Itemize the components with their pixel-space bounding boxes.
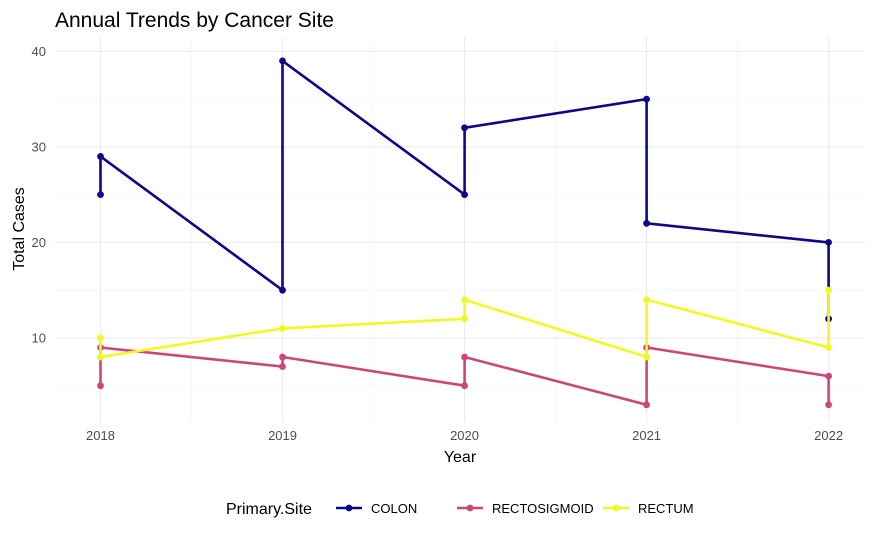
x-tick-label: 2019 [268,428,297,443]
data-point-rectum [643,296,650,304]
data-point-colon [643,95,650,103]
tick-labels: 2018 2019 2020 2021 2022 10 20 30 40 [32,44,844,443]
data-point-rectosigmoid [461,353,468,361]
data-point-colon [461,124,468,132]
x-tick-label: 2022 [814,428,843,443]
data-point-rectum [825,344,832,351]
x-axis-title: Year [444,449,477,466]
data-point-rectosigmoid [825,401,832,409]
x-tick-label: 2018 [86,428,115,443]
data-point-rectum [825,286,832,294]
data-point-rectosigmoid [279,363,286,370]
legend-key-point-rectum [612,504,620,512]
legend-label-rectum: RECTUM [638,501,694,516]
series-line-rectosigmoid [99,346,830,407]
data-point-colon [643,219,650,227]
x-tick-label: 2020 [450,428,479,443]
series-layer [97,57,832,409]
series-line-colon [99,59,830,321]
data-point-colon [97,191,104,199]
y-tick-label: 10 [32,330,46,345]
data-point-colon [461,191,468,199]
legend-label-rectosigmoid: RECTOSIGMOID [492,501,594,516]
legend-title: Primary.Site [226,501,312,518]
chart-title: Annual Trends by Cancer Site [55,9,334,32]
data-point-rectosigmoid [97,382,104,390]
y-tick-label: 40 [32,44,46,59]
data-point-rectum [97,334,104,342]
legend-key-point-rectosigmoid [466,504,474,512]
data-point-colon [279,286,286,294]
data-point-rectosigmoid [279,353,286,361]
x-tick-label: 2021 [632,428,661,443]
data-point-rectum [461,296,468,304]
data-point-rectosigmoid [643,401,650,409]
data-point-rectum [461,315,468,323]
legend-key-point-colon [345,504,353,512]
legend-label-colon: COLON [371,501,417,516]
y-tick-label: 30 [32,139,46,154]
data-point-rectum [279,324,286,332]
data-point-colon [279,57,286,65]
data-point-colon [825,238,832,246]
legend: Primary.Site COLON RECTOSIGMOID RECTUM [226,501,694,518]
data-point-rectum [643,353,650,361]
data-point-colon [97,153,104,160]
data-point-rectosigmoid [825,372,832,380]
data-point-rectosigmoid [461,382,468,390]
data-point-rectum [97,353,104,361]
y-tick-label: 20 [32,235,46,250]
y-axis-title: Total Cases [11,187,28,271]
